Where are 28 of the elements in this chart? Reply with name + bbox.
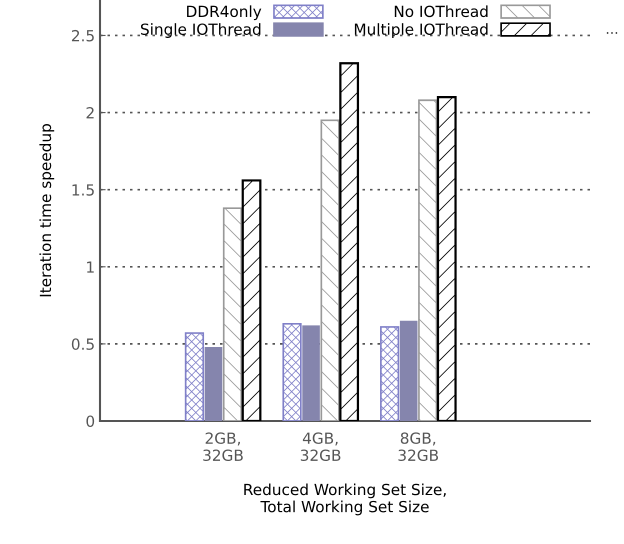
bar: [222, 207, 242, 421]
bar: [418, 99, 438, 421]
legend-label: Single IOThread: [140, 23, 260, 38]
legend-label: Multiple IOThread: [354, 23, 488, 38]
bar: [400, 320, 418, 421]
x-tick-label: 4GB, 32GB: [300, 432, 340, 462]
bar: [320, 119, 340, 421]
y-tick-label: 0.5: [72, 338, 94, 350]
bar: [282, 323, 302, 421]
y-axis-title: Iteration time speedup: [39, 124, 54, 296]
bar: [184, 332, 204, 421]
bar: [204, 346, 222, 421]
bar: [302, 325, 320, 421]
y-tick-label: 0: [86, 415, 94, 428]
legend-label: DDR4only: [187, 5, 262, 20]
legend-label: No IOThread: [394, 5, 488, 18]
bar: [436, 96, 457, 421]
y-tick-label: 1.5: [72, 184, 94, 196]
bar: [339, 62, 360, 421]
y-tick-label: 2.5: [72, 30, 94, 42]
y-tick-label: 2: [86, 107, 94, 118]
x-axis-title: Reduced Working Set Size, Total Working Set Size: [244, 483, 446, 516]
bar: [242, 179, 262, 421]
text: ...: [606, 32, 618, 34]
x-tick-label: 8GB, 32GB: [398, 432, 438, 462]
bar: [380, 326, 400, 421]
y-tick-label: 1: [87, 261, 94, 273]
x-tick-label: 2GB, 32GB: [203, 432, 243, 462]
